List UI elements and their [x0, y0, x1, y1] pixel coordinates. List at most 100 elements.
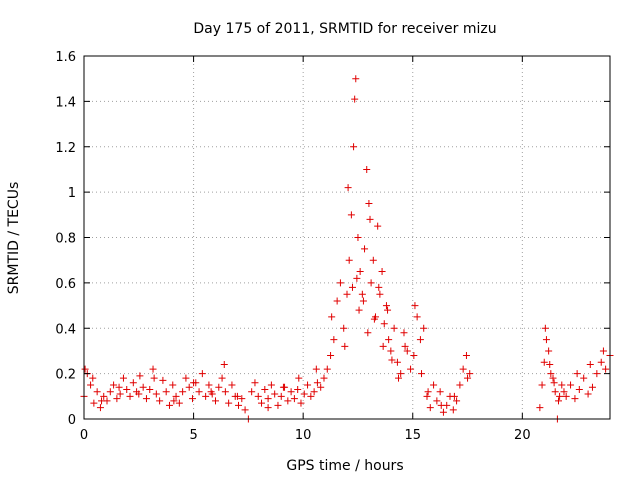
data-point — [585, 391, 592, 398]
data-point — [536, 404, 543, 411]
data-point — [311, 388, 318, 395]
y-tick-label: 0 — [68, 413, 76, 428]
data-point — [341, 343, 348, 350]
data-point — [384, 307, 391, 314]
data-point — [391, 325, 398, 332]
data-point — [365, 200, 372, 207]
y-tick-label: 1 — [68, 186, 76, 201]
x-tick-label: 20 — [514, 428, 531, 443]
data-point — [374, 223, 381, 230]
data-point — [337, 279, 344, 286]
data-point — [153, 391, 160, 398]
data-point — [580, 375, 587, 382]
data-point — [410, 352, 417, 359]
data-point — [556, 393, 563, 400]
data-point — [219, 375, 226, 382]
data-point — [228, 381, 235, 388]
data-point — [130, 379, 137, 386]
data-point — [363, 166, 370, 173]
data-point — [380, 343, 387, 350]
data-point — [543, 336, 550, 343]
data-point — [407, 366, 414, 373]
data-point — [255, 393, 262, 400]
data-point — [364, 329, 371, 336]
data-point — [344, 291, 351, 298]
data-point — [387, 347, 394, 354]
data-point — [221, 361, 228, 368]
data-point — [97, 404, 104, 411]
data-point — [295, 375, 302, 382]
data-point — [589, 384, 596, 391]
data-point — [418, 370, 425, 377]
x-tick-label: 5 — [189, 428, 197, 443]
data-point — [182, 375, 189, 382]
data-point — [460, 366, 467, 373]
data-point — [430, 381, 437, 388]
data-point — [150, 366, 157, 373]
data-point — [350, 143, 357, 150]
data-point — [345, 184, 352, 191]
data-point — [304, 381, 311, 388]
data-points — [81, 75, 614, 422]
data-point — [313, 366, 320, 373]
data-point — [330, 336, 337, 343]
data-point — [235, 402, 242, 409]
data-point — [593, 370, 600, 377]
data-point — [370, 257, 377, 264]
data-point — [352, 75, 359, 82]
data-point — [265, 395, 272, 402]
data-point — [320, 375, 327, 382]
data-point — [140, 384, 147, 391]
data-point — [215, 384, 222, 391]
data-point — [602, 366, 609, 373]
data-point — [340, 325, 347, 332]
data-point — [291, 395, 298, 402]
y-tick-label: 0.6 — [55, 277, 76, 292]
data-point — [361, 245, 368, 252]
y-tick-label: 0.4 — [55, 322, 76, 337]
data-point — [163, 388, 170, 395]
data-point — [558, 381, 565, 388]
data-point — [294, 386, 301, 393]
data-point — [222, 388, 229, 395]
data-point — [417, 336, 424, 343]
data-point — [280, 384, 287, 391]
data-point — [414, 313, 421, 320]
data-point — [438, 402, 445, 409]
y-tick-label: 1.4 — [55, 95, 76, 110]
data-point — [120, 375, 127, 382]
data-point — [324, 366, 331, 373]
data-point — [196, 388, 203, 395]
data-point — [107, 388, 114, 395]
data-point — [375, 284, 382, 291]
data-point — [202, 393, 209, 400]
tick-labels: 0 0.2 0.4 0.6 0.8 1 1.2 1.4 1.6 0 5 10 15 20 — [55, 50, 530, 443]
data-point — [90, 400, 97, 407]
data-point — [301, 391, 308, 398]
chart: Day 175 of 2011, SRMTID for receiver miz… — [0, 0, 640, 480]
data-point — [567, 381, 574, 388]
data-point — [248, 388, 255, 395]
data-point — [251, 379, 258, 386]
data-point — [274, 402, 281, 409]
data-point — [587, 361, 594, 368]
data-point — [574, 370, 581, 377]
data-point — [317, 384, 324, 391]
x-tick-label: 0 — [80, 428, 88, 443]
data-point — [199, 370, 206, 377]
y-axis-label: SRMTID / TECUs — [6, 182, 22, 295]
data-point — [600, 347, 607, 354]
data-point — [169, 381, 176, 388]
data-point — [551, 379, 558, 386]
data-point — [420, 325, 427, 332]
data-point — [348, 211, 355, 218]
x-tick-label: 15 — [404, 428, 421, 443]
data-point — [156, 397, 163, 404]
data-point — [113, 395, 120, 402]
data-point — [268, 381, 275, 388]
data-point — [427, 404, 434, 411]
grid — [84, 56, 610, 419]
data-point — [127, 393, 134, 400]
data-point — [349, 284, 356, 291]
data-point — [278, 393, 285, 400]
